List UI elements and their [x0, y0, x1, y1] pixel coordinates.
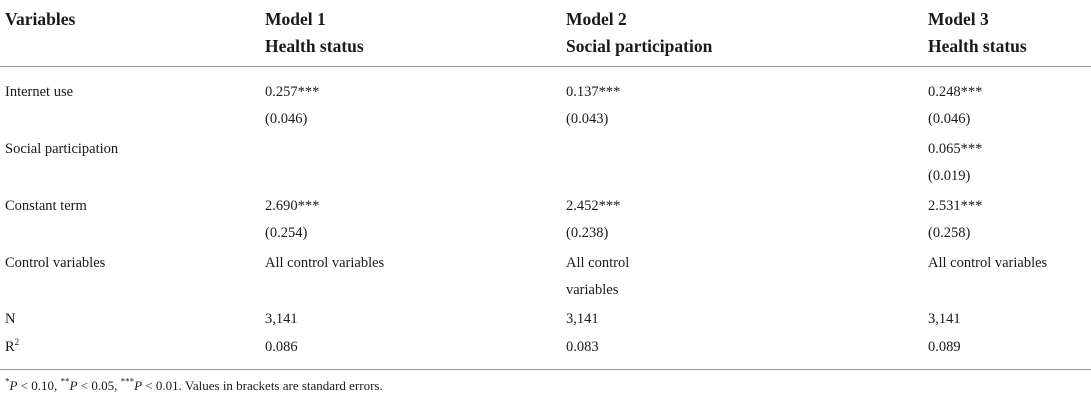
header-model-1-subtitle: Health status [265, 36, 364, 56]
model-1-value: All control variables [265, 255, 385, 271]
row-label: Social participation [5, 141, 119, 157]
table-footnote: *P < 0.10, **P < 0.05, ***P < 0.01. Valu… [5, 376, 383, 393]
table-body: Internet use 0.257*** (0.046) 0.137*** (0.… [0, 66, 1091, 368]
model-1-value: 0.086 [265, 339, 298, 355]
model-1-value: 3,141 [265, 311, 298, 327]
model-2-value: 2.452*** (0.238) [566, 198, 621, 241]
table-header: Variables Model 1 Health status Model 2 … [0, 0, 1091, 67]
header-model-3: Model 3 Health status [928, 6, 1027, 60]
model-3-value: 0.089 [928, 339, 961, 355]
model-2-value: 0.137*** (0.043) [566, 84, 621, 127]
model-1-value: 0.257*** (0.046) [265, 84, 320, 127]
model-3-value: 0.065*** (0.019) [928, 141, 983, 184]
header-model-3-title: Model 3 [928, 9, 989, 29]
row-label: R2 [5, 337, 20, 355]
row-label: Control variables [5, 255, 106, 271]
header-model-1-title: Model 1 [265, 9, 326, 29]
table-bottom-rule [0, 369, 1091, 370]
header-model-1: Model 1 Health status [265, 6, 364, 60]
header-variables: Variables [5, 6, 75, 33]
model-2-value: All control variables [566, 255, 630, 298]
model-3-value: 3,141 [928, 311, 961, 327]
header-variables-label: Variables [5, 9, 76, 29]
model-3-value: All control variables [928, 255, 1048, 271]
model-1-value: 2.690*** (0.254) [265, 198, 320, 241]
model-2-value: 3,141 [566, 311, 599, 327]
model-3-value: 2.531*** (0.258) [928, 198, 983, 241]
row-label: N [5, 311, 16, 327]
row-label: Constant term [5, 198, 87, 214]
model-2-value: 0.083 [566, 339, 599, 355]
model-3-value: 0.248*** (0.046) [928, 84, 983, 127]
row-label: Internet use [5, 84, 74, 100]
header-model-2-title: Model 2 [566, 9, 627, 29]
header-model-3-subtitle: Health status [928, 36, 1027, 56]
header-model-2-subtitle: Social participation [566, 36, 713, 56]
header-model-2: Model 2 Social participation [566, 6, 712, 60]
